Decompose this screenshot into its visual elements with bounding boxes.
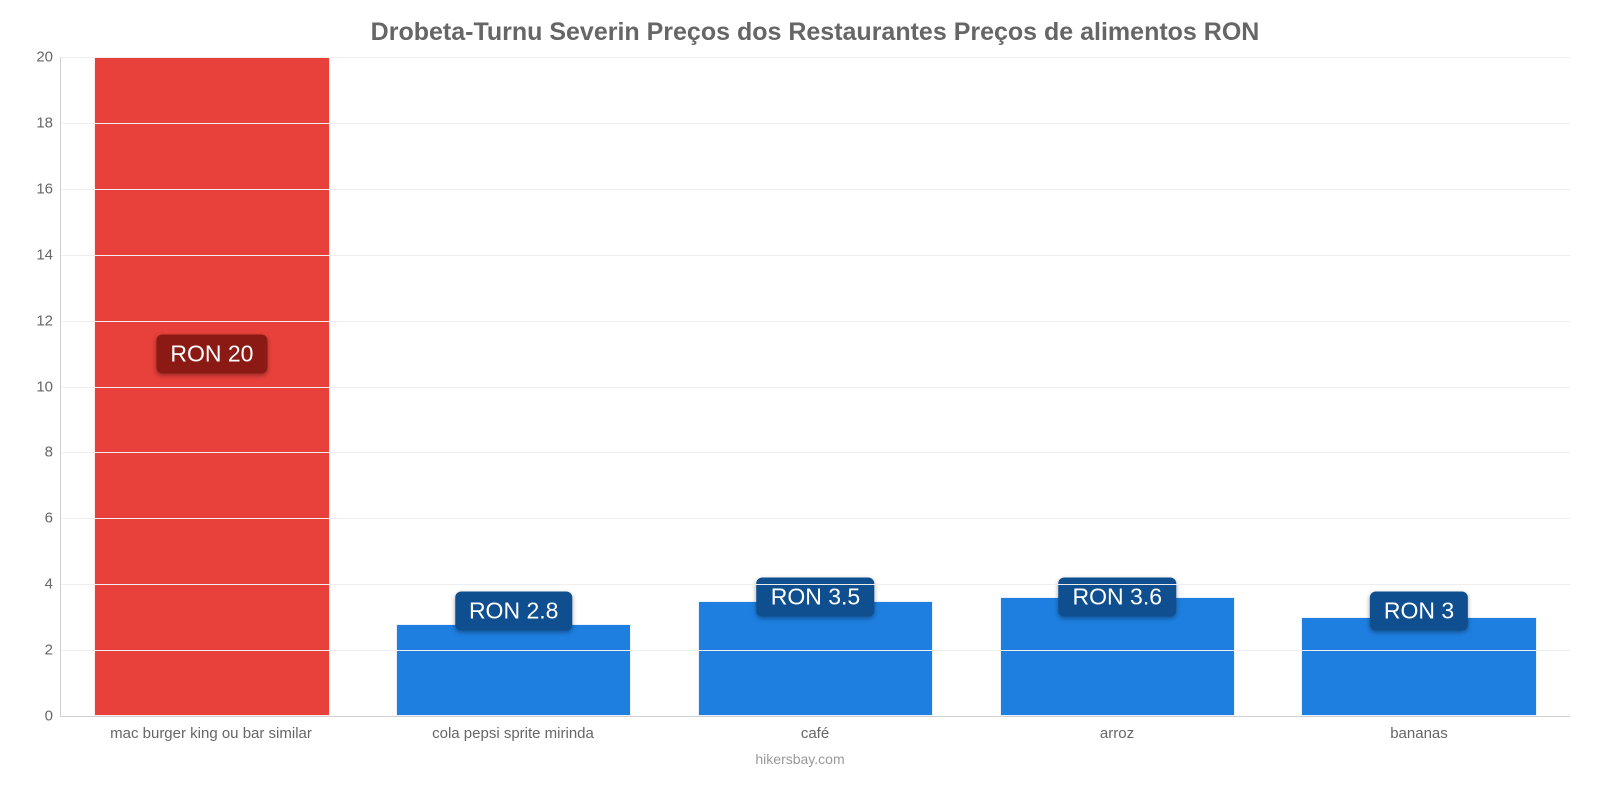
- x-tick-label: bananas: [1268, 717, 1570, 742]
- price-bar-chart: Drobeta-Turnu Severin Preços dos Restaur…: [0, 0, 1600, 800]
- y-tick: 20: [36, 49, 53, 66]
- gridline: [61, 518, 1570, 519]
- gridline: [61, 387, 1570, 388]
- y-tick: 18: [36, 114, 53, 131]
- x-tick-label: café: [664, 717, 966, 742]
- y-tick: 0: [45, 708, 53, 725]
- source-text: hikersbay.com: [755, 751, 844, 767]
- y-tick: 2: [45, 642, 53, 659]
- bar: [396, 624, 631, 716]
- gridline: [61, 650, 1570, 651]
- bar-value-label: RON 3: [1370, 591, 1468, 630]
- plot-area: RON 20RON 2.8RON 3.5RON 3.6RON 3 0246810…: [60, 57, 1570, 717]
- gridline: [61, 189, 1570, 190]
- x-tick-label: mac burger king ou bar similar: [60, 717, 362, 742]
- gridline: [61, 584, 1570, 585]
- source-attribution: hikersbay.com: [0, 751, 1600, 767]
- y-tick: 6: [45, 510, 53, 527]
- bar-value-label: RON 2.8: [455, 591, 572, 630]
- y-tick: 12: [36, 312, 53, 329]
- chart-title: Drobeta-Turnu Severin Preços dos Restaur…: [60, 18, 1570, 47]
- x-tick-label: cola pepsi sprite mirinda: [362, 717, 664, 742]
- y-tick: 16: [36, 180, 53, 197]
- y-tick: 14: [36, 246, 53, 263]
- y-tick: 4: [45, 576, 53, 593]
- gridline: [61, 123, 1570, 124]
- y-tick: 8: [45, 444, 53, 461]
- gridline: [61, 255, 1570, 256]
- y-tick: 10: [36, 378, 53, 395]
- x-axis-labels: mac burger king ou bar similarcola pepsi…: [60, 717, 1570, 742]
- gridline: [61, 321, 1570, 322]
- gridline: [61, 452, 1570, 453]
- bar-value-label: RON 20: [156, 334, 267, 373]
- bar: [698, 601, 933, 716]
- x-tick-label: arroz: [966, 717, 1268, 742]
- gridline: [61, 57, 1570, 58]
- bar: [1301, 617, 1536, 716]
